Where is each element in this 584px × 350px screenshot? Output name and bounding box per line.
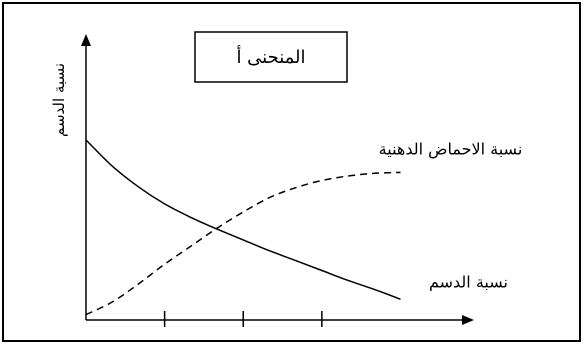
figure-frame <box>2 2 581 342</box>
title-box <box>194 31 348 83</box>
series-line-fatty-acids <box>85 171 401 316</box>
x-axis-arrow <box>462 315 474 325</box>
series-label-fatty-acids: نسبة الاحماض الدهنية <box>379 139 523 159</box>
series-label-fat: نسبة الدسم <box>429 272 508 291</box>
y-axis-label: نسبة الدسم <box>50 63 68 137</box>
y-axis-arrow <box>81 34 91 46</box>
series-line-fat <box>85 139 401 300</box>
chart-title: المنحنى أ <box>236 45 305 68</box>
